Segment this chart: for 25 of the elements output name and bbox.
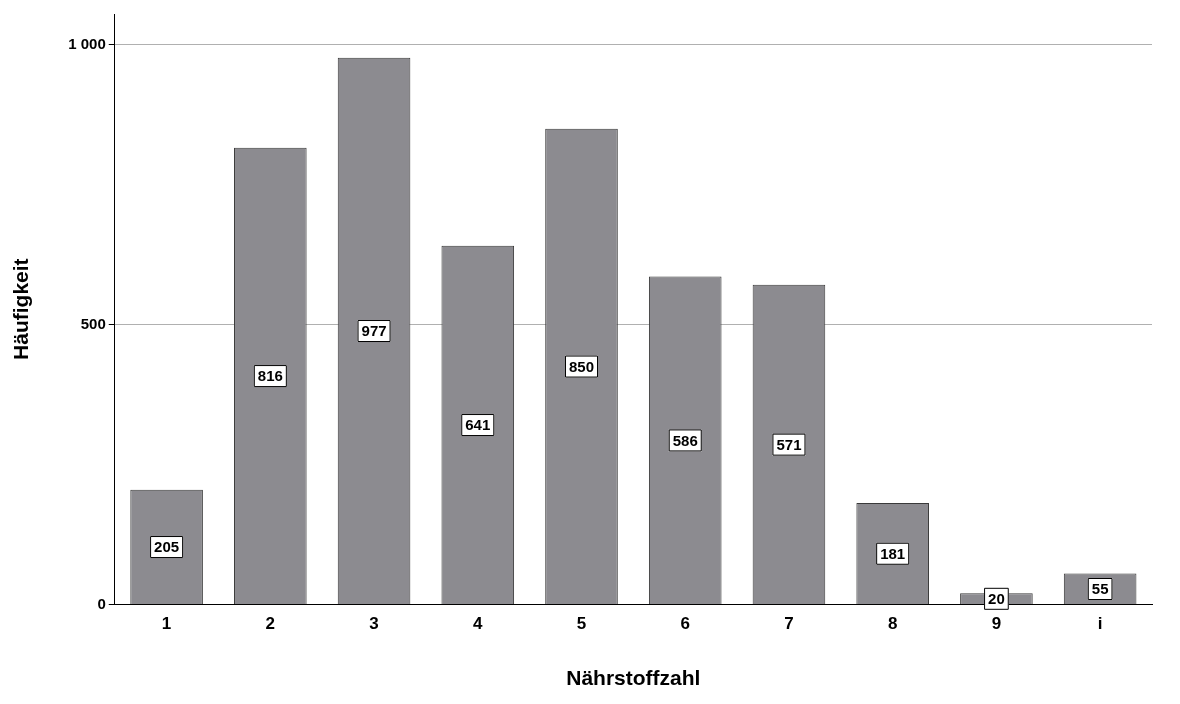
x-tick-label: 9 bbox=[991, 614, 1002, 634]
y-tick-label: 500 bbox=[80, 314, 106, 332]
data-label: 977 bbox=[361, 322, 387, 340]
x-tick-label: 3 bbox=[369, 614, 379, 634]
data-label: 571 bbox=[776, 435, 802, 453]
x-tick-label: 8 bbox=[887, 614, 898, 634]
x-tick-label: 6 bbox=[680, 614, 690, 634]
x-tick-label: 7 bbox=[784, 614, 794, 634]
x-axis-title: Nährstoffzahl bbox=[566, 666, 701, 690]
data-label: 181 bbox=[880, 544, 906, 562]
data-label: 641 bbox=[465, 416, 491, 434]
x-tick-label: 4 bbox=[473, 614, 484, 634]
x-tick-label: 2 bbox=[265, 614, 276, 634]
data-label: 850 bbox=[568, 357, 595, 375]
data-label: 20 bbox=[988, 589, 1005, 607]
y-axis-title: Häufigkeit bbox=[9, 258, 33, 360]
data-label: 586 bbox=[672, 431, 698, 449]
data-label: 816 bbox=[257, 367, 283, 385]
y-tick-label: 1 000 bbox=[68, 34, 106, 52]
data-label: 205 bbox=[154, 538, 180, 556]
x-tick-label: 5 bbox=[576, 614, 587, 634]
y-tick-label: 0 bbox=[97, 594, 106, 612]
x-tick-label: i bbox=[1097, 614, 1103, 634]
x-tick-label: 1 bbox=[161, 614, 172, 634]
data-label: 55 bbox=[1091, 580, 1109, 598]
